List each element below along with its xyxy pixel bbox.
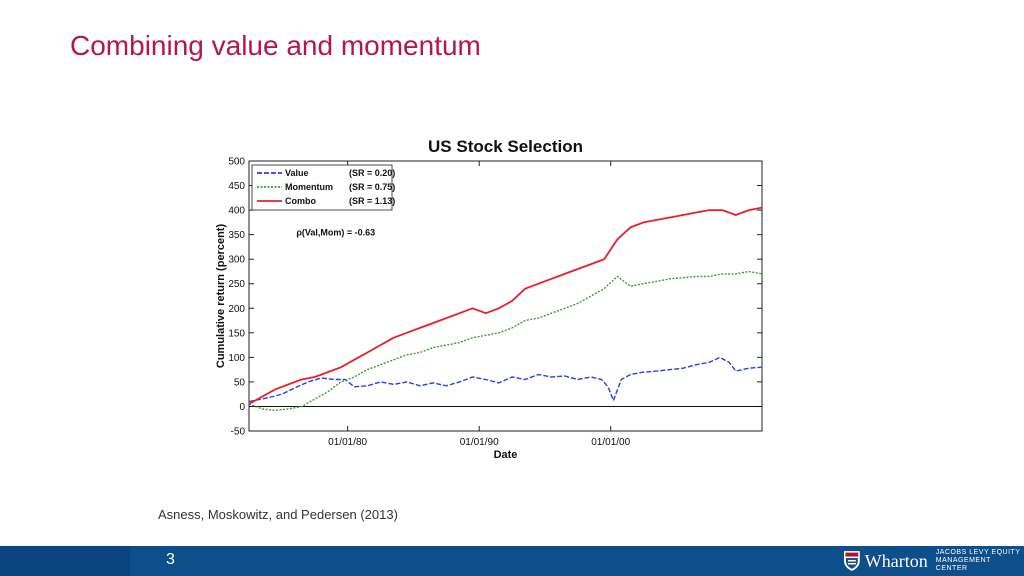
y-tick-label: 100 bbox=[228, 353, 245, 364]
y-tick-label: 200 bbox=[228, 304, 245, 315]
y-axis-label: Cumulative return (percent) bbox=[215, 224, 227, 369]
y-tick-label: -50 bbox=[231, 427, 246, 438]
y-tick-label: 300 bbox=[228, 255, 245, 266]
y-tick-label: 250 bbox=[228, 279, 245, 290]
y-tick-label: 0 bbox=[239, 402, 245, 413]
x-tick-label: 01/01/80 bbox=[328, 437, 367, 448]
y-tick-label: 450 bbox=[228, 181, 245, 192]
series-line-combo bbox=[248, 206, 763, 405]
legend-label-combo: Combo bbox=[285, 196, 316, 206]
penn-shield-icon bbox=[843, 551, 860, 571]
legend-label-value: Value bbox=[285, 168, 309, 178]
series-line-momentum bbox=[248, 270, 763, 412]
chart-title: US Stock Selection bbox=[428, 137, 583, 156]
chart-container: US Stock Selection -50 0 50 100 150 200 250 300 3… bbox=[168, 128, 774, 460]
legend-sr-value: (SR = 0.20) bbox=[349, 168, 395, 178]
footer-bar: 3 Wharton JACOBS LEVY EQUITY MANAGEMENT … bbox=[0, 546, 1024, 576]
x-tick-label: 01/01/00 bbox=[591, 437, 630, 448]
legend: Value (SR = 0.20) Momentum (SR = 0.75) Combo… bbox=[251, 164, 395, 211]
legend-label-momentum: Momentum bbox=[285, 182, 333, 192]
y-tick-label: 150 bbox=[228, 328, 245, 339]
citation: Asness, Moskowitz, and Pedersen (2013) bbox=[158, 507, 398, 522]
footer-accent bbox=[0, 546, 130, 576]
line-chart: US Stock Selection -50 0 50 100 150 200 250 300 3… bbox=[215, 137, 763, 460]
logo-wordmark: Wharton bbox=[864, 550, 928, 571]
x-axis-label: Date bbox=[494, 449, 518, 460]
legend-sr-combo: (SR = 1.13) bbox=[349, 196, 395, 206]
plot-frame bbox=[248, 160, 763, 432]
series-line-value bbox=[248, 356, 763, 403]
y-tick-label: 350 bbox=[228, 230, 245, 241]
legend-sr-momentum: (SR = 0.75) bbox=[349, 182, 395, 192]
slide-title: Combining value and momentum bbox=[70, 30, 481, 61]
y-tick-label: 400 bbox=[228, 206, 245, 217]
logo-subtitle: JACOBS LEVY EQUITY MANAGEMENT CENTER bbox=[935, 549, 1021, 572]
y-tick-label: 500 bbox=[228, 157, 245, 168]
correlation-annotation: ρ(Val,Mom) = -0.63 bbox=[296, 228, 375, 238]
page-number: 3 bbox=[166, 551, 175, 568]
wharton-logo: Wharton JACOBS LEVY EQUITY MANAGEMENT CE… bbox=[843, 549, 1024, 573]
x-tick-label: 01/01/90 bbox=[460, 437, 499, 448]
y-tick-label: 50 bbox=[234, 377, 246, 388]
